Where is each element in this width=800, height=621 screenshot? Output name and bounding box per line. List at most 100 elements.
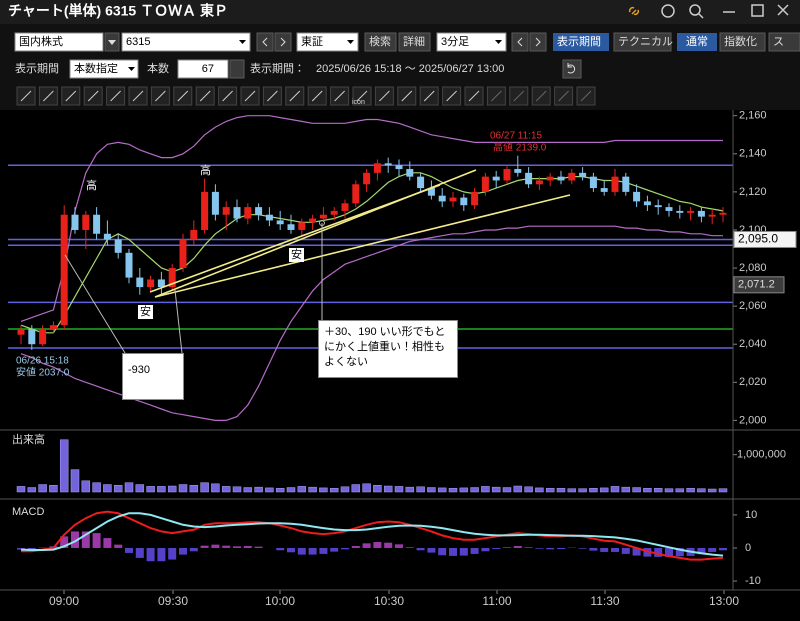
volume-bar — [524, 486, 533, 493]
tool-button[interactable] — [531, 86, 551, 106]
candle-body — [255, 207, 263, 215]
exchange-select[interactable] — [296, 32, 359, 52]
candle-body — [17, 328, 25, 335]
more-button[interactable] — [768, 32, 800, 52]
volume-bar — [589, 488, 598, 493]
help-icon[interactable] — [661, 4, 675, 18]
macd-histogram — [92, 533, 101, 548]
close[interactable] — [777, 4, 789, 16]
tool-glyph — [356, 90, 368, 102]
prev[interactable] — [256, 32, 274, 52]
volume-bar — [383, 485, 393, 493]
tool-button[interactable] — [374, 86, 394, 106]
detail-button[interactable] — [398, 32, 431, 52]
tool-button[interactable] — [173, 86, 193, 106]
macd-histogram — [524, 547, 533, 548]
refresh-button[interactable] — [562, 59, 582, 79]
macd-histogram — [600, 547, 609, 552]
window-controls[interactable] — [628, 4, 789, 19]
tool-button[interactable] — [262, 86, 282, 106]
tool-button[interactable] — [352, 86, 372, 106]
volume-title: 出来高 — [12, 432, 45, 446]
market-select[interactable] — [14, 32, 104, 52]
macd-histogram — [81, 531, 90, 548]
tool-button[interactable] — [218, 86, 238, 106]
macd-histogram — [243, 545, 252, 548]
tool-glyph — [132, 90, 144, 102]
tool-button[interactable] — [285, 86, 305, 106]
tool-button[interactable] — [576, 86, 596, 106]
period-button[interactable] — [553, 33, 609, 51]
candle-body — [708, 214, 716, 217]
tool-button[interactable] — [195, 86, 215, 106]
tool-button[interactable] — [16, 86, 36, 106]
tool-button[interactable] — [240, 86, 260, 106]
candle-body — [330, 210, 338, 215]
candle-body — [211, 191, 219, 215]
candle-body — [28, 328, 36, 345]
volume-bar — [200, 482, 209, 493]
candle-body — [546, 176, 554, 181]
volume-bar — [448, 488, 458, 493]
prev[interactable] — [511, 32, 529, 52]
note: -930 — [122, 353, 184, 400]
tool-button[interactable] — [442, 86, 462, 106]
macd-line — [20, 512, 724, 557]
macd-histogram — [157, 547, 166, 562]
macd-histogram — [114, 544, 123, 548]
maximize[interactable] — [751, 4, 764, 17]
candle-body — [319, 214, 327, 219]
tool-button[interactable] — [509, 86, 529, 106]
candle-body — [157, 279, 165, 288]
next[interactable] — [529, 32, 547, 52]
tool-button[interactable] — [554, 86, 574, 106]
count-mode-select[interactable] — [69, 59, 139, 79]
tool-button[interactable] — [486, 86, 506, 106]
macd-title: MACD — [12, 506, 44, 518]
search-icon[interactable] — [689, 4, 701, 16]
exchange: 東証 — [301, 35, 323, 48]
tool-button[interactable] — [330, 86, 350, 106]
indicator-line — [20, 225, 723, 421]
macd-histogram — [27, 547, 36, 550]
volume-bar — [232, 486, 242, 493]
volume-bar — [124, 482, 134, 493]
macd-histogram — [557, 547, 565, 549]
normal-button[interactable] — [677, 33, 717, 51]
tool-button[interactable] — [150, 86, 170, 106]
tool-button[interactable] — [397, 86, 417, 106]
link-icon[interactable] — [628, 6, 640, 16]
count-input[interactable] — [177, 59, 229, 79]
search-button[interactable] — [364, 32, 397, 52]
tool-button[interactable] — [307, 86, 327, 106]
tool-button[interactable] — [464, 86, 484, 106]
macd-histogram — [513, 545, 522, 548]
count-mode: 本数指定 — [74, 61, 118, 75]
tool-button[interactable] — [38, 86, 58, 106]
code: 6315 — [126, 36, 150, 48]
tool-button[interactable] — [128, 86, 148, 106]
index-button[interactable] — [719, 32, 766, 52]
candle-body — [265, 214, 273, 221]
tool-button[interactable] — [419, 86, 439, 106]
volume-bar — [718, 488, 728, 493]
drawing-tools — [16, 86, 596, 106]
next[interactable] — [274, 32, 292, 52]
code-input[interactable] — [121, 32, 251, 52]
tool-button[interactable] — [106, 86, 126, 106]
candle-body — [514, 169, 522, 173]
technical-button[interactable] — [613, 32, 672, 52]
trough-mark: 安 — [140, 305, 151, 318]
candle-body — [49, 325, 57, 329]
volume-bar — [178, 484, 188, 493]
spinner[interactable] — [229, 59, 245, 79]
tool-button[interactable] — [83, 86, 103, 106]
tool-button[interactable] — [61, 86, 81, 106]
arrow — [239, 40, 246, 44]
candle-body — [190, 229, 198, 240]
candle-body — [39, 328, 47, 345]
interval-select[interactable] — [436, 32, 507, 52]
candle-body — [114, 239, 122, 253]
arrow — [347, 40, 354, 44]
search: 検索 — [369, 34, 391, 48]
